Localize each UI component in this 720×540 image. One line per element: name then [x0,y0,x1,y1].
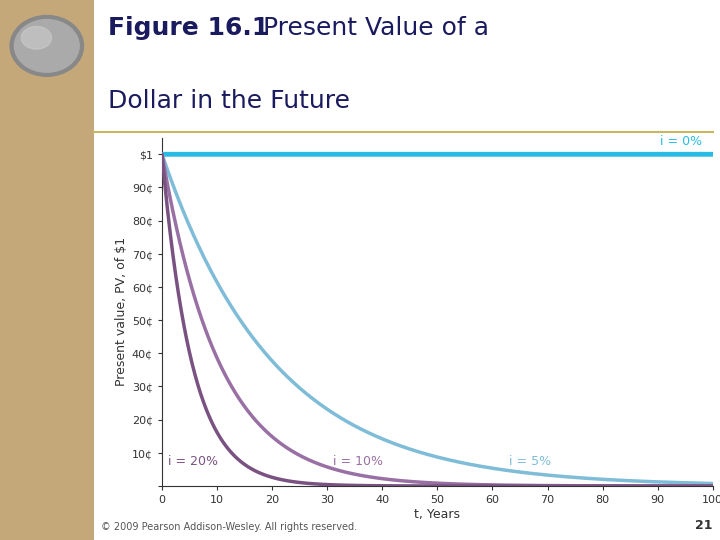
X-axis label: t, Years: t, Years [415,508,460,521]
Text: 21: 21 [696,519,713,532]
Ellipse shape [22,26,52,49]
Text: i = 0%: i = 0% [660,134,702,147]
Ellipse shape [14,19,79,72]
Text: Present Value of a: Present Value of a [247,16,489,40]
Text: Figure 16.1: Figure 16.1 [108,16,269,40]
Y-axis label: Present value, PV, of $1: Present value, PV, of $1 [114,237,127,387]
Text: i = 10%: i = 10% [333,455,383,468]
Text: © 2009 Pearson Addison-Wesley. All rights reserved.: © 2009 Pearson Addison-Wesley. All right… [101,522,357,532]
Ellipse shape [10,16,84,76]
Text: i = 20%: i = 20% [168,455,217,468]
Text: i = 5%: i = 5% [509,455,551,468]
Text: Dollar in the Future: Dollar in the Future [108,89,350,113]
